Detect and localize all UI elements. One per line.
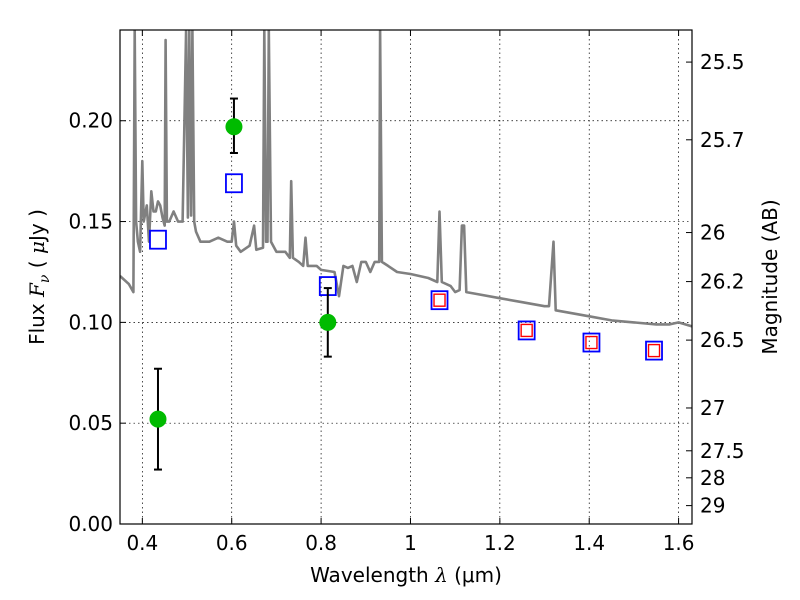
x-tick-label: 1.6 bbox=[663, 531, 695, 555]
green-point-marker bbox=[319, 313, 337, 331]
red-square-marker bbox=[585, 335, 598, 350]
red-square-marker bbox=[647, 343, 661, 358]
blue-square-marker bbox=[430, 290, 449, 311]
y-axis-label: Flux Fν ( μJy ) bbox=[25, 209, 53, 345]
y2-tick-label: 27 bbox=[700, 396, 725, 420]
spectrum-series bbox=[120, 30, 692, 328]
blue-square-marker bbox=[225, 173, 243, 194]
x-tick-label: 0.4 bbox=[126, 531, 158, 555]
x-tick-label: 1 bbox=[404, 531, 417, 555]
red-squares-series bbox=[433, 293, 661, 358]
x-tick-label: 0.8 bbox=[305, 531, 337, 555]
x-ticks: 0.4 0.6 0.8 1 1.2 1.4 1.6 bbox=[126, 30, 695, 555]
x-tick-label: 1.2 bbox=[484, 531, 516, 555]
y2-tick-label: 26.5 bbox=[700, 328, 745, 352]
y2-tick-label: 25.7 bbox=[700, 128, 745, 152]
green-point-marker bbox=[225, 118, 243, 136]
y-tick-label: 0.20 bbox=[68, 109, 113, 133]
y-tick-label: 0.10 bbox=[68, 310, 113, 334]
y2-ticks: 25.5 25.7 26 26.2 26.5 27 27.5 28 29 bbox=[686, 50, 745, 518]
x-tick-label: 0.6 bbox=[216, 531, 248, 555]
x-axis-label: Wavelength λ (μm) bbox=[310, 563, 502, 587]
blue-square-marker bbox=[645, 340, 663, 361]
blue-square-marker bbox=[582, 332, 601, 353]
y-tick-label: 0.15 bbox=[68, 210, 113, 234]
green-point-marker bbox=[149, 410, 167, 428]
y2-tick-label: 27.5 bbox=[700, 439, 745, 463]
y-tick-label: 0.00 bbox=[68, 512, 113, 536]
spectrum-line bbox=[120, 30, 692, 328]
green-points-series bbox=[149, 97, 337, 471]
y2-tick-label: 26 bbox=[700, 221, 725, 245]
plot-frame bbox=[119, 29, 693, 525]
y-ticks: 0.00 0.05 0.10 0.15 0.20 bbox=[68, 109, 126, 536]
y2-tick-label: 25.5 bbox=[700, 50, 745, 74]
blue-squares-series bbox=[149, 173, 663, 361]
x-tick-label: 1.4 bbox=[573, 531, 605, 555]
grid-lines bbox=[120, 30, 692, 525]
y2-tick-label: 28 bbox=[700, 466, 725, 490]
blue-square-marker bbox=[149, 229, 167, 250]
red-square-marker bbox=[520, 323, 533, 338]
red-square-marker bbox=[433, 293, 446, 307]
y2-axis-label: Magnitude (AB) bbox=[758, 199, 782, 354]
blue-square-marker bbox=[517, 320, 536, 341]
y2-tick-label: 29 bbox=[700, 494, 725, 518]
y-tick-label: 0.05 bbox=[68, 411, 113, 435]
y2-tick-label: 26.2 bbox=[700, 270, 745, 294]
